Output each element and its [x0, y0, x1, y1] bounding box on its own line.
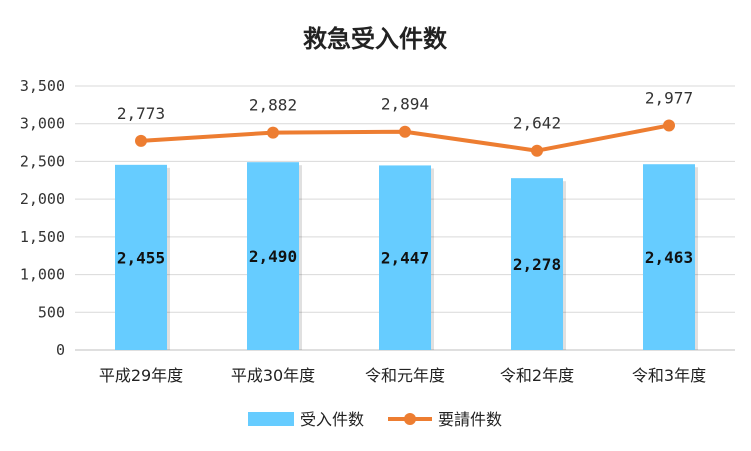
bar [511, 178, 563, 350]
y-tick-label: 3,000 [20, 115, 65, 133]
bar [379, 165, 431, 350]
legend-line-label: 要請件数 [438, 410, 502, 429]
y-tick-label: 2,000 [20, 190, 65, 208]
bars-layer [115, 162, 698, 350]
x-tick-label: 令和元年度 [365, 366, 445, 385]
bar [643, 164, 695, 350]
line-point [399, 125, 411, 138]
line-point [135, 134, 147, 147]
line-data-label: 2,882 [249, 96, 297, 115]
bar-data-label: 2,463 [645, 248, 693, 267]
x-tick-label: 平成30年度 [231, 366, 315, 385]
bar [247, 162, 299, 350]
x-tick-label: 令和3年度 [632, 366, 706, 385]
bar-data-label: 2,455 [117, 248, 165, 267]
bar-data-label: 2,490 [249, 247, 297, 266]
y-tick-label: 2,500 [20, 152, 65, 170]
legend-bar-swatch [248, 412, 294, 426]
bar-data-label: 2,278 [513, 255, 561, 274]
line-data-label: 2,977 [645, 88, 693, 107]
y-tick-label: 1,000 [20, 266, 65, 284]
x-tick-label: 平成29年度 [99, 366, 183, 385]
line-data-label: 2,642 [513, 114, 561, 133]
line-layer [135, 119, 675, 157]
labels-layer: 2,455 2,490 2,447 2,278 2,463 2,773 2,882 2,894… [117, 88, 693, 274]
y-tick-label: 1,500 [20, 228, 65, 246]
chart-title: 救急受入件数 [303, 25, 448, 53]
line-point [531, 144, 543, 157]
grid-layer: 0 500 1,000 1,500 2,000 2,500 3,000 3,500 平成29年度… [20, 77, 735, 385]
line-point [267, 126, 279, 139]
y-tick-label: 0 [56, 341, 65, 359]
line-point [663, 119, 675, 132]
x-tick-label: 令和2年度 [500, 366, 574, 385]
bar [115, 164, 167, 350]
legend-bar-label: 受入件数 [300, 410, 364, 429]
legend-line-marker [404, 413, 416, 425]
legend: 受入件数 要請件数 [248, 410, 502, 429]
bar-data-label: 2,447 [381, 249, 429, 268]
line-data-label: 2,894 [381, 95, 429, 114]
y-tick-label: 3,500 [20, 77, 65, 95]
line-data-label: 2,773 [117, 104, 165, 123]
y-tick-label: 500 [38, 303, 65, 321]
